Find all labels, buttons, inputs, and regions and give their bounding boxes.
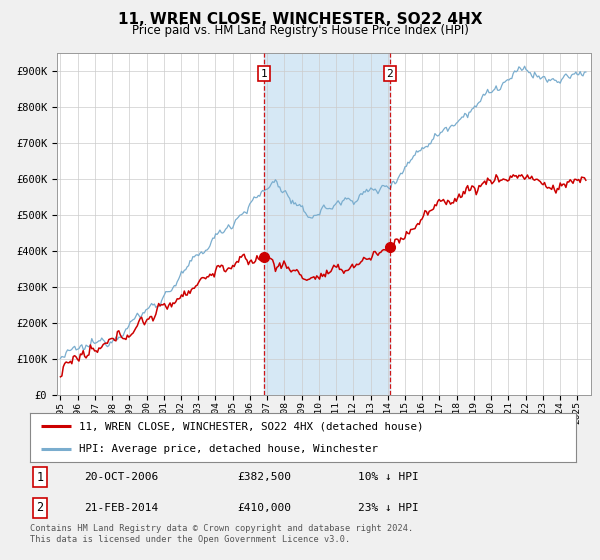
Text: 1: 1	[36, 471, 43, 484]
Text: 1: 1	[260, 68, 267, 78]
Text: £382,500: £382,500	[238, 472, 292, 482]
Text: HPI: Average price, detached house, Winchester: HPI: Average price, detached house, Winc…	[79, 444, 378, 454]
Text: £410,000: £410,000	[238, 503, 292, 513]
Text: 2: 2	[36, 501, 43, 514]
Text: 11, WREN CLOSE, WINCHESTER, SO22 4HX: 11, WREN CLOSE, WINCHESTER, SO22 4HX	[118, 12, 482, 27]
Text: 21-FEB-2014: 21-FEB-2014	[85, 503, 159, 513]
Text: Contains HM Land Registry data © Crown copyright and database right 2024.
This d: Contains HM Land Registry data © Crown c…	[30, 524, 413, 544]
Text: 11, WREN CLOSE, WINCHESTER, SO22 4HX (detached house): 11, WREN CLOSE, WINCHESTER, SO22 4HX (de…	[79, 421, 424, 431]
Text: 10% ↓ HPI: 10% ↓ HPI	[358, 472, 418, 482]
Text: 2: 2	[386, 68, 394, 78]
Text: 20-OCT-2006: 20-OCT-2006	[85, 472, 159, 482]
Text: 23% ↓ HPI: 23% ↓ HPI	[358, 503, 418, 513]
Text: Price paid vs. HM Land Registry's House Price Index (HPI): Price paid vs. HM Land Registry's House …	[131, 24, 469, 37]
Bar	[264, 53, 390, 395]
